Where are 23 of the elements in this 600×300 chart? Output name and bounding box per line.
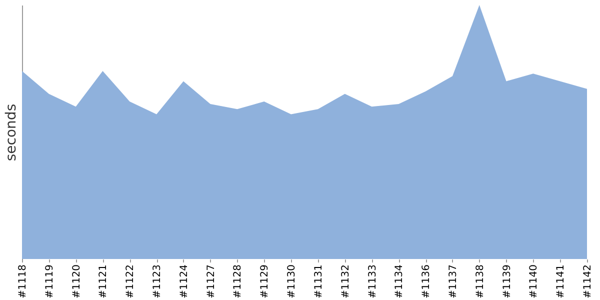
x-tick-label: #1142 — [582, 264, 594, 298]
x-tick-label: #1141 — [556, 264, 567, 298]
x-tick-label: #1134 — [394, 264, 406, 298]
x-tick-label: #1122 — [125, 264, 136, 298]
x-tick-label: #1121 — [98, 264, 110, 298]
x-tick-label: #1133 — [367, 264, 378, 298]
x-tick-label: #1124 — [178, 264, 190, 298]
x-tick-label: #1138 — [474, 264, 486, 298]
x-tick-label: #1118 — [18, 264, 28, 298]
x-tick-label: #1132 — [340, 264, 352, 298]
x-tick-label: #1139 — [502, 264, 513, 298]
x-tick-label: #1120 — [71, 264, 82, 298]
y-axis-title: seconds — [4, 104, 20, 162]
x-tick-label: #1140 — [528, 264, 540, 298]
x-tick-label: #1119 — [44, 264, 56, 298]
x-tick-label: #1136 — [421, 264, 432, 298]
x-tick-label: #1137 — [448, 264, 459, 298]
x-tick-label: #1129 — [260, 264, 271, 298]
x-tick-label: #1131 — [313, 264, 324, 298]
x-tick-label: #1123 — [152, 264, 164, 298]
x-tick-label: #1127 — [206, 264, 217, 298]
x-tick-label: #1130 — [286, 264, 298, 298]
x-tick-label: #1128 — [232, 264, 244, 298]
